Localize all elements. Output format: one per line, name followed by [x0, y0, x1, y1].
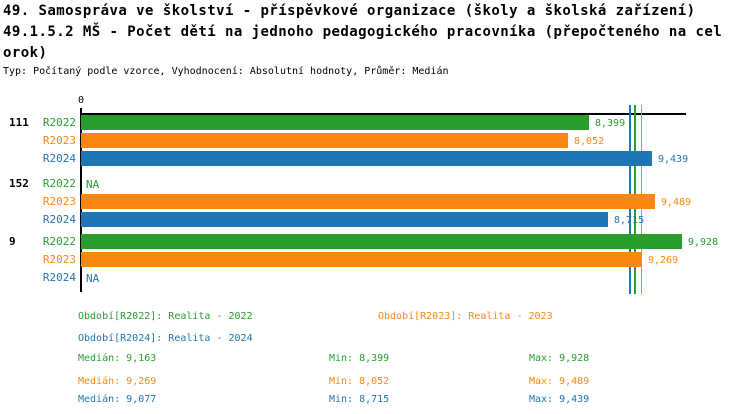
report-title-line2: 49.1.5.2 MŠ - Počet dětí na jednoho peda… — [3, 24, 723, 40]
series-label: R2024 — [42, 213, 76, 226]
bar — [81, 212, 608, 227]
report-title-line3: orok) — [3, 45, 48, 61]
stat-max-r2023: Max: 9,489 — [529, 376, 590, 387]
bar-row: R2022 9,928 — [0, 234, 750, 249]
bar — [81, 115, 589, 130]
bar-value-label: 8,399 — [595, 117, 626, 129]
series-label: R2023 — [42, 253, 76, 266]
bar — [81, 194, 655, 209]
bar-value-label: NA — [86, 271, 100, 285]
series-label: R2024 — [42, 271, 76, 284]
stat-median-r2024: Medián: 9,077 — [78, 394, 157, 405]
stat-median-r2023: Medián: 9,269 — [78, 376, 157, 387]
bar-value-label: 9,928 — [688, 236, 719, 248]
series-label: R2022 — [42, 116, 76, 129]
stat-max-r2024: Max: 9,439 — [529, 394, 590, 405]
legend-item-r2022: Období[R2022]: Realita - 2022 — [78, 311, 253, 322]
series-label: R2022 — [42, 177, 76, 190]
y-axis-line — [79, 108, 82, 292]
group-label: 111 — [9, 116, 29, 129]
stat-max-r2022: Max: 9,928 — [529, 353, 590, 364]
group-label: 152 — [9, 177, 29, 190]
stat-min-r2023: Min: 8,052 — [329, 376, 390, 387]
report-meta-line: Typ: Počítaný podle vzorce, Vyhodnocení:… — [3, 66, 449, 77]
bar — [81, 234, 682, 249]
stat-min-r2024: Min: 8,715 — [329, 394, 390, 405]
bar-value-label: 9,439 — [658, 153, 689, 165]
series-label: R2023 — [42, 195, 76, 208]
bar-value-label: 9,489 — [661, 196, 692, 208]
bar-row: R2024 8,715 — [0, 212, 750, 227]
series-label: R2022 — [42, 235, 76, 248]
legend-item-r2024: Období[R2024]: Realita - 2024 — [78, 333, 253, 344]
bar-value-label: 8,715 — [614, 214, 645, 226]
group-label: 9 — [9, 235, 16, 248]
bar-row: R2024 9,439 — [0, 151, 750, 166]
bar-row: R2022 NA — [0, 176, 750, 191]
bar-value-label: 9,269 — [648, 254, 679, 266]
legend-item-r2023: Období[R2023]: Realita - 2023 — [378, 311, 553, 322]
stat-min-r2022: Min: 8,399 — [329, 353, 390, 364]
stat-median-r2022: Medián: 9,163 — [78, 353, 157, 364]
bar — [81, 151, 652, 166]
bar-row: R2023 8,052 — [0, 133, 750, 148]
series-label: R2024 — [42, 152, 76, 165]
bar-row: R2022 8,399 — [0, 115, 750, 130]
bar — [81, 252, 642, 267]
x-axis-line — [79, 113, 686, 115]
bar — [81, 133, 568, 148]
bar-row: R2024 NA — [0, 270, 750, 285]
x-axis-zero-label: 0 — [77, 95, 85, 106]
bar-row: R2023 9,269 — [0, 252, 750, 267]
bar-value-label: NA — [86, 177, 100, 191]
series-label: R2023 — [42, 134, 76, 147]
bar-value-label: 8,052 — [574, 135, 605, 147]
bar-row: R2023 9,489 — [0, 194, 750, 209]
report-title-line1: 49. Samospráva ve školství - příspěvkové… — [3, 3, 696, 19]
